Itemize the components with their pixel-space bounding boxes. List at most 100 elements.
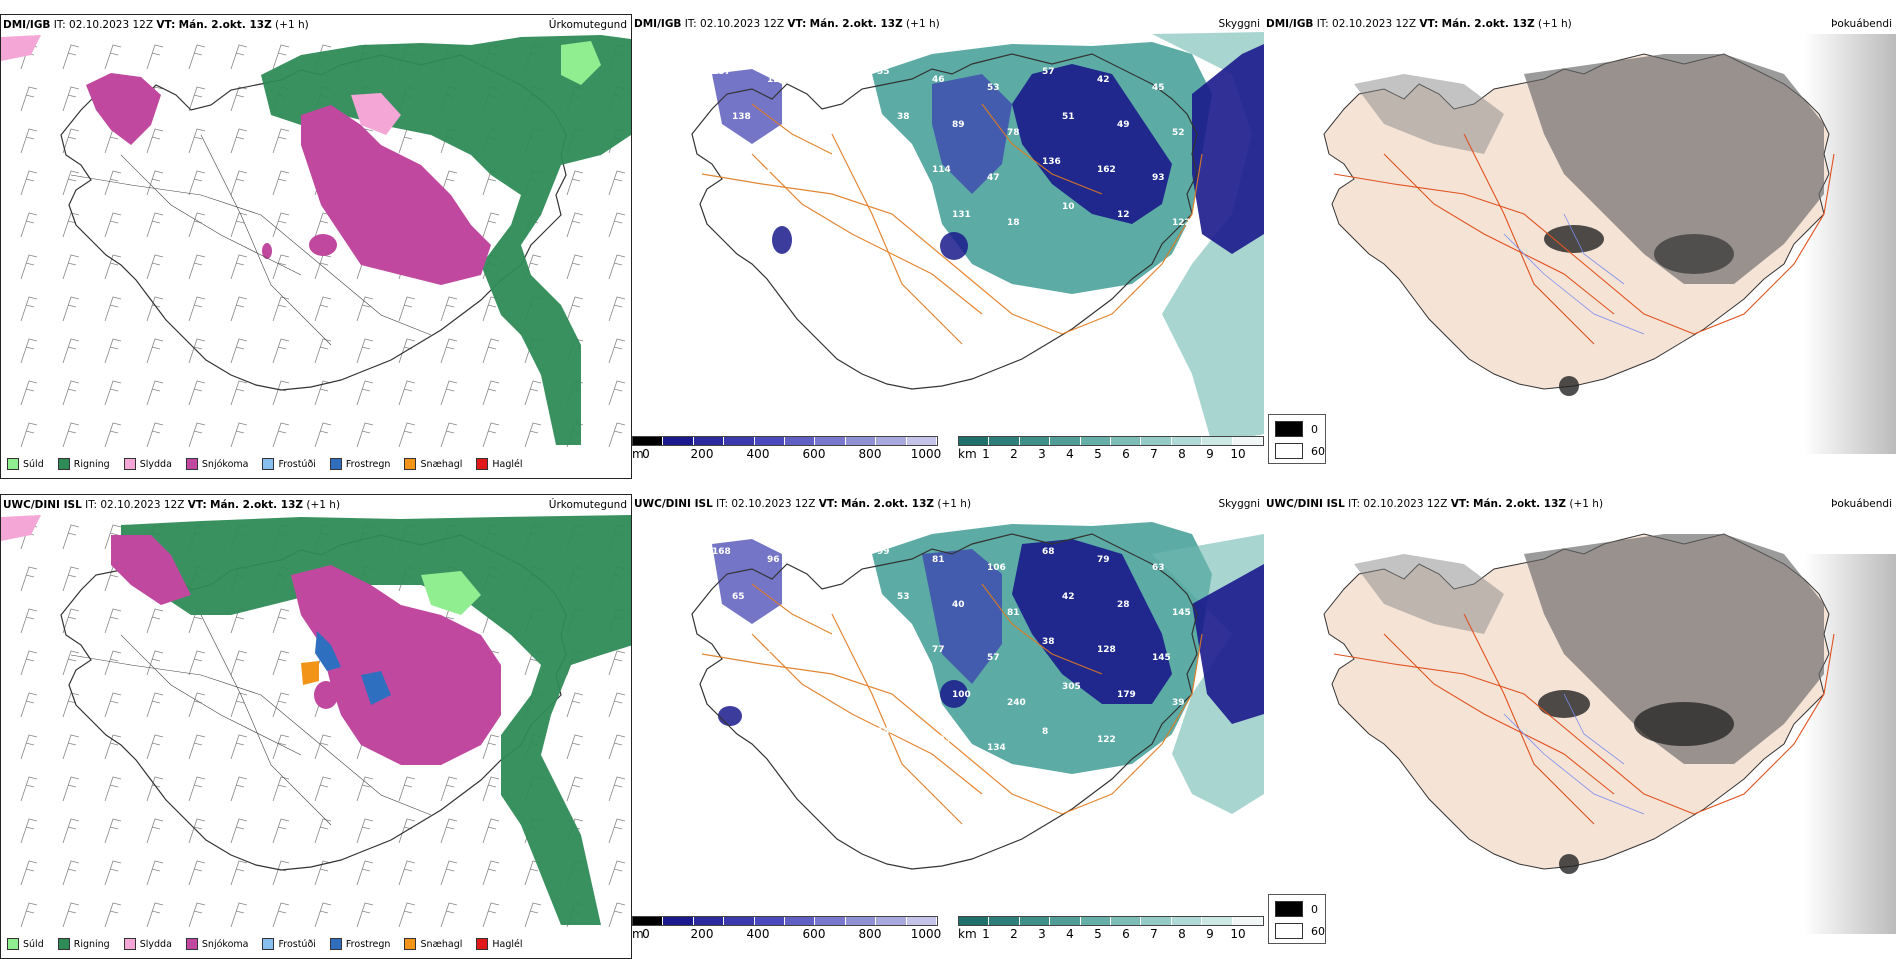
scale-tick: 400 [746,447,770,461]
visibility-label: 72 [877,157,890,167]
wind-barb [356,422,374,448]
visibility-label: 44 [712,727,725,737]
it-label: IT: [1348,498,1361,510]
model-name: DMI/IGB [1266,18,1314,30]
legend-item: Frostregn [329,938,390,950]
wind-barb [20,860,38,886]
wind-barb [146,860,164,886]
wind-barb [20,170,38,196]
wind-barb [440,776,458,802]
visibility-label: 117 [822,173,841,183]
visibility-label: 116 [767,645,786,655]
wind-barb [188,422,206,448]
wind-barb [356,338,374,364]
road-network [701,103,1203,345]
wind-barb [608,254,626,280]
wind-barb [62,44,80,70]
vt-value: Mán. 2.okt. 13Z [841,498,935,510]
wind-barb [62,860,80,886]
fog-map [1323,34,1896,454]
wind-barb [230,422,248,448]
panel-title: Úrkomutegund [548,19,627,31]
legend-item: Haglél [476,458,523,470]
wind-barb [146,692,164,718]
blue-area-nw [712,539,782,624]
it-label: IT: [1316,18,1329,30]
legend-item: Snæhagl [404,938,462,950]
legend-item: Frostregn [329,458,390,470]
sleet-corner [1,35,41,61]
visibility-label: 144 [877,727,896,737]
legend-item: Haglél [476,938,523,950]
legend-label: Rigning [73,458,110,470]
visibility-label: 112 [712,637,731,647]
legend-swatch [123,938,136,950]
visibility-label: 52 [1172,128,1185,138]
precip-legend: Súld Rigning Slydda Snjókoma Frostúði Frostre… [7,938,523,950]
visibility-label: 53 [897,592,910,602]
fog-legend-max: 60 [1311,924,1325,938]
visibility-label: 134 [987,743,1006,753]
wind-barb [566,776,584,802]
wind-barb [188,734,206,760]
wind-barb [482,776,500,802]
visibility-label: 68 [1042,547,1055,557]
wind-barb [272,734,290,760]
rain-area [121,515,631,925]
wind-barb [104,608,122,634]
visibility-label: 92 [822,83,835,93]
wind-barb [440,902,458,928]
wind-barb [482,734,500,760]
visibility-scale-2: km 1 2 3 4 5 6 7 8 9 10 [958,916,1264,946]
wind-barb [20,296,38,322]
wind-barb [398,422,416,448]
wind-barb [20,86,38,112]
scale-tick: 1000 [910,447,942,461]
wind-barb [62,296,80,322]
scale-tick: 200 [690,447,714,461]
wind-barb [104,692,122,718]
wind-barb [440,296,458,322]
blue-spot [772,226,792,254]
deep-blue-area [1012,64,1172,224]
blue-area [932,74,1012,194]
visibility-label: 436 [787,210,806,220]
visibility-label: 43 [842,128,855,138]
legend-item: Snjókoma [185,458,248,470]
wind-barb [356,380,374,406]
legend-label: Haglél [492,458,523,470]
wind-barb [440,380,458,406]
scale-tick: 10 [1230,927,1246,941]
fog-dark-spot [1544,225,1604,253]
wind-barb [272,380,290,406]
wind-barb [440,338,458,364]
visibility-label: 237 [842,698,861,708]
visibility-label: 46 [932,75,945,85]
it-label: IT: [716,498,729,510]
wind-barb [608,212,626,238]
fog-dark-spot [1538,690,1590,718]
visibility-label: 12 [1117,210,1130,220]
visibility-label: 57 [987,653,1000,663]
visibility-panel-1: DMI/IGB IT: 02.10.2023 12Z VT: Mán. 2.ok… [632,14,1264,479]
blue-spot [718,706,742,726]
wind-barb [20,734,38,760]
model-name: UWC/DINI ISL [1266,498,1345,510]
wind-barb [272,44,290,70]
fog-legend-min: 0 [1311,902,1318,916]
visibility-label: 106 [987,563,1006,573]
visibility-label: 49 [1117,120,1130,130]
wind-barb [188,380,206,406]
elevation-ticks: m 0 200 400 600 800 1000 [632,447,941,461]
visibility-label: 305 [1062,682,1081,692]
visibility-label: 40 [952,600,965,610]
wind-barb [230,212,248,238]
scale-unit: m [632,447,644,461]
wind-barb [272,902,290,928]
wind-barb [188,902,206,928]
sea-fog [1804,34,1896,454]
wind-barb [356,296,374,322]
visibility-ticks: km 1 2 3 4 5 6 7 8 9 10 [958,927,1264,941]
wind-barb [314,422,332,448]
scale-tick: 7 [1150,927,1158,941]
